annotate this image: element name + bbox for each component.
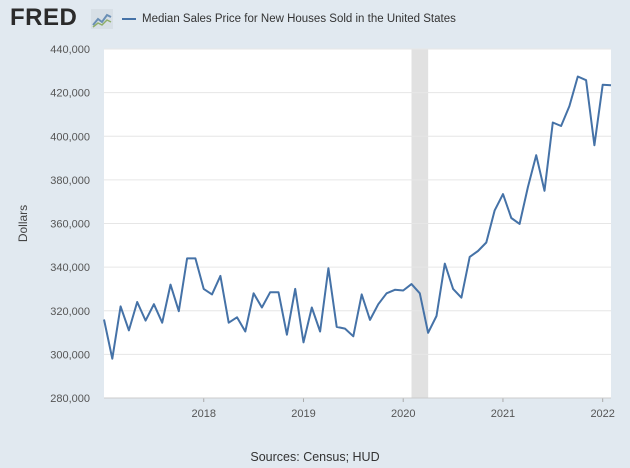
chart-header: FRED Median Sales Price for New Houses S…: [0, 0, 630, 36]
y-tick-label: 400,000: [50, 131, 90, 143]
legend: Median Sales Price for New Houses Sold i…: [122, 11, 456, 27]
x-tick-label: 2021: [491, 408, 515, 420]
x-tick-label: 2018: [191, 408, 215, 420]
series-line: [103, 75, 612, 360]
fred-logo[interactable]: FRED: [10, 4, 78, 31]
y-axis-title: Dollars: [16, 205, 30, 242]
x-tick-label: 2022: [590, 408, 614, 420]
y-tick-label: 340,000: [50, 262, 90, 274]
y-tick-label: 320,000: [50, 306, 90, 318]
x-tick-label: 2020: [391, 408, 415, 420]
fred-chart-icon: [91, 9, 113, 29]
y-tick-label: 420,000: [50, 88, 90, 100]
legend-label: Median Sales Price for New Houses Sold i…: [142, 13, 456, 25]
y-tick-label: 380,000: [50, 175, 90, 187]
y-tick-label: 280,000: [50, 393, 90, 405]
legend-swatch: [122, 18, 136, 20]
y-tick-label: 300,000: [50, 349, 90, 361]
y-tick-label: 440,000: [50, 44, 90, 56]
source-note: Sources: Census; HUD: [250, 450, 380, 464]
y-tick-label: 360,000: [50, 219, 90, 231]
x-tick-label: 2019: [291, 408, 315, 420]
